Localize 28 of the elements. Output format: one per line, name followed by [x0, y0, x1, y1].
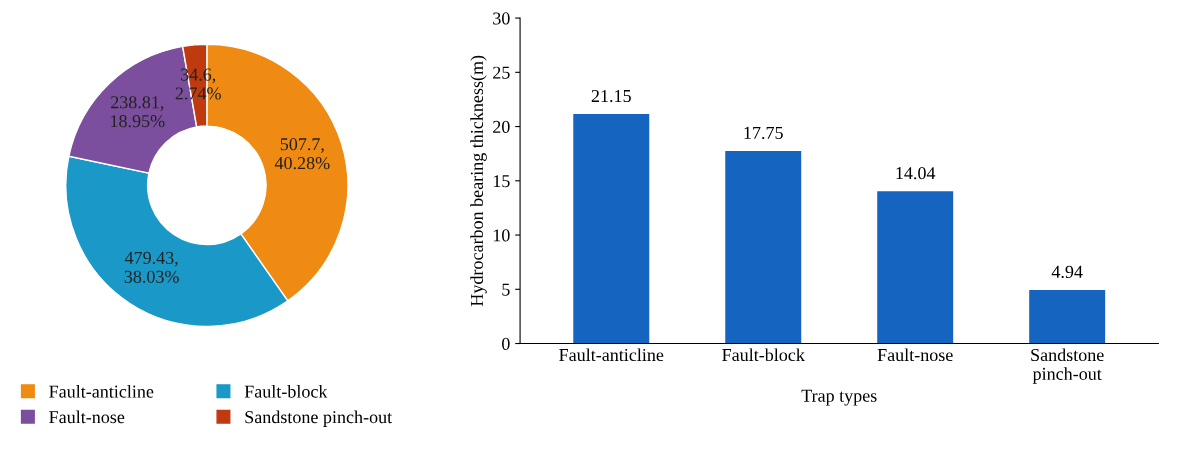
y-tick-label: 20: [493, 120, 510, 133]
legend-label: Fault-anticline: [49, 385, 154, 398]
data-label: 14.04: [896, 167, 936, 180]
bar: [573, 114, 650, 344]
y-axis-title: Hydrocarbon bearing thickness(m): [470, 55, 487, 307]
x-tick-label: Fault-block: [722, 348, 805, 362]
bar: [1029, 289, 1106, 344]
y-tick-label: 15: [493, 175, 510, 188]
x-tick-label: Fault-nose: [877, 348, 953, 362]
legend-label: Sandstone pinch-out: [245, 410, 393, 427]
x-tick-label: Sandstone pinch-out: [1031, 348, 1104, 384]
data-label: 4.94: [1051, 265, 1083, 279]
x-tick-label: Fault-anticline: [559, 348, 664, 362]
legend-label: Fault-nose: [49, 410, 125, 424]
data-label: 238.81, 18.95%: [111, 96, 165, 128]
data-label: 507.7, 40.28%: [274, 138, 330, 170]
y-tick-label: 0: [502, 337, 510, 350]
y-tick-label: 30: [493, 12, 510, 25]
bar: [725, 150, 802, 344]
y-tick-label: 25: [493, 66, 510, 79]
y-tick-label: 10: [493, 229, 510, 242]
y-tick-label: 5: [502, 283, 510, 296]
x-axis-title: Trap types: [801, 389, 877, 406]
data-label: 21.15: [591, 89, 631, 103]
bar: [877, 191, 954, 344]
legend-label: Fault-block: [244, 385, 328, 398]
data-label: 479.43, 38.03%: [124, 251, 179, 283]
data-label: 17.75: [744, 126, 783, 140]
